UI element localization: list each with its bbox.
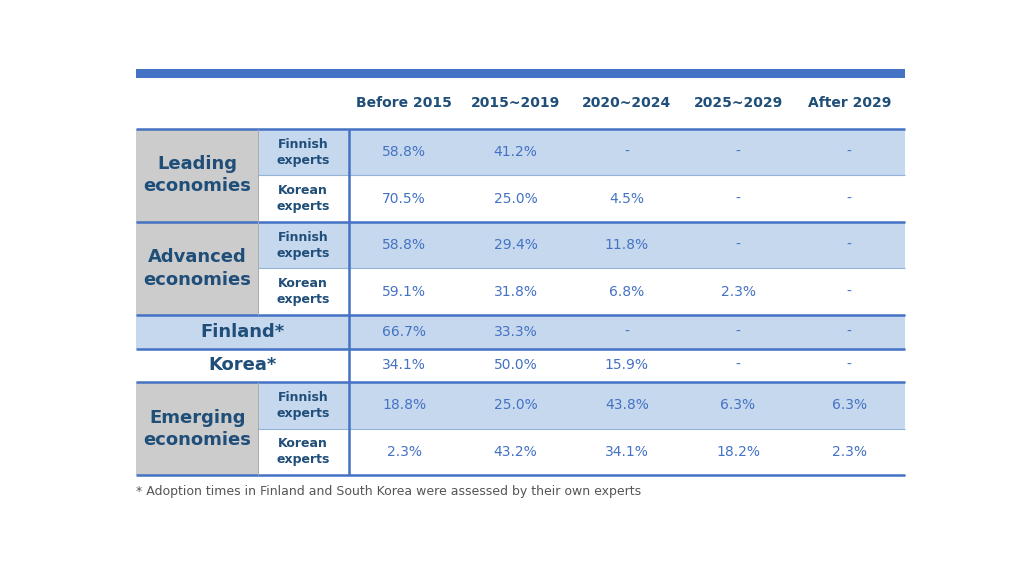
Bar	[258, 315, 348, 348]
Text: 2.3%: 2.3%	[387, 445, 422, 459]
Bar	[258, 268, 348, 315]
Bar	[136, 78, 905, 128]
Text: 6.3%: 6.3%	[832, 399, 867, 412]
Text: 6.3%: 6.3%	[720, 399, 756, 412]
Text: -: -	[736, 192, 741, 206]
Text: 29.4%: 29.4%	[494, 238, 537, 252]
Text: -: -	[847, 238, 851, 252]
Text: 18.2%: 18.2%	[716, 445, 760, 459]
Bar	[348, 128, 905, 175]
Bar	[348, 315, 905, 348]
Bar	[348, 382, 905, 429]
Text: * Adoption times in Finland and South Korea were assessed by their own experts: * Adoption times in Finland and South Ko…	[136, 485, 641, 498]
Text: 11.8%: 11.8%	[605, 238, 649, 252]
Text: After 2029: After 2029	[808, 96, 891, 110]
Text: -: -	[847, 285, 851, 299]
Text: 58.8%: 58.8%	[382, 238, 426, 252]
Text: Finnish
experts: Finnish experts	[276, 138, 330, 167]
Bar	[136, 268, 258, 315]
Text: 58.8%: 58.8%	[382, 145, 426, 159]
Bar	[136, 429, 258, 475]
Text: 2025~2029: 2025~2029	[693, 96, 782, 110]
Bar	[136, 128, 258, 175]
Text: Korea*: Korea*	[208, 356, 276, 375]
Text: 6.8%: 6.8%	[610, 285, 644, 299]
Bar	[136, 348, 258, 382]
Bar	[136, 315, 348, 348]
Text: 33.3%: 33.3%	[494, 325, 537, 339]
Text: 2.3%: 2.3%	[720, 285, 756, 299]
Text: 34.1%: 34.1%	[382, 359, 426, 372]
Bar	[348, 348, 905, 382]
Text: 2.3%: 2.3%	[832, 445, 867, 459]
Text: 18.8%: 18.8%	[382, 399, 427, 412]
Bar	[136, 222, 258, 268]
Text: 41.2%: 41.2%	[494, 145, 537, 159]
Bar	[348, 268, 905, 315]
Bar	[136, 222, 258, 315]
Text: 25.0%: 25.0%	[494, 192, 537, 206]
Text: Korean
experts: Korean experts	[276, 437, 330, 467]
Text: 4.5%: 4.5%	[610, 192, 644, 206]
Bar	[348, 429, 905, 475]
Text: 15.9%: 15.9%	[605, 359, 649, 372]
Bar	[258, 175, 348, 222]
Bar	[258, 222, 348, 268]
Text: Before 2015: Before 2015	[357, 96, 452, 110]
Text: Finnish
experts: Finnish experts	[276, 231, 330, 260]
Text: 31.8%: 31.8%	[494, 285, 537, 299]
Bar	[348, 175, 905, 222]
Text: 2015~2019: 2015~2019	[470, 96, 560, 110]
Text: Korean
experts: Korean experts	[276, 278, 330, 306]
Text: Emerging
economies: Emerging economies	[143, 408, 251, 449]
Text: -: -	[847, 359, 851, 372]
Text: -: -	[736, 145, 741, 159]
Text: Leading
economies: Leading economies	[143, 155, 251, 195]
Text: Finland*: Finland*	[200, 323, 284, 341]
Text: 66.7%: 66.7%	[382, 325, 426, 339]
Bar	[136, 348, 348, 382]
Text: Finnish
experts: Finnish experts	[276, 391, 330, 420]
Bar	[136, 128, 258, 222]
Text: -: -	[736, 325, 741, 339]
Bar	[258, 429, 348, 475]
Bar	[258, 382, 348, 429]
Bar	[136, 69, 905, 78]
Text: -: -	[847, 192, 851, 206]
Text: 43.2%: 43.2%	[494, 445, 537, 459]
Text: -: -	[736, 359, 741, 372]
Text: -: -	[624, 145, 629, 159]
Bar	[136, 382, 258, 475]
Text: Korean
experts: Korean experts	[276, 184, 330, 213]
Text: 70.5%: 70.5%	[382, 192, 426, 206]
Text: 50.0%: 50.0%	[494, 359, 537, 372]
Text: -: -	[847, 145, 851, 159]
Text: Advanced
economies: Advanced economies	[143, 248, 251, 288]
Text: 25.0%: 25.0%	[494, 399, 537, 412]
Text: -: -	[736, 238, 741, 252]
Bar	[136, 175, 258, 222]
Bar	[258, 348, 348, 382]
Bar	[348, 222, 905, 268]
Text: -: -	[847, 325, 851, 339]
Text: 43.8%: 43.8%	[605, 399, 648, 412]
Text: 59.1%: 59.1%	[382, 285, 426, 299]
Text: 2020~2024: 2020~2024	[582, 96, 672, 110]
Bar	[136, 382, 258, 429]
Bar	[136, 315, 258, 348]
Bar	[258, 128, 348, 175]
Text: -: -	[624, 325, 629, 339]
Text: 34.1%: 34.1%	[605, 445, 648, 459]
